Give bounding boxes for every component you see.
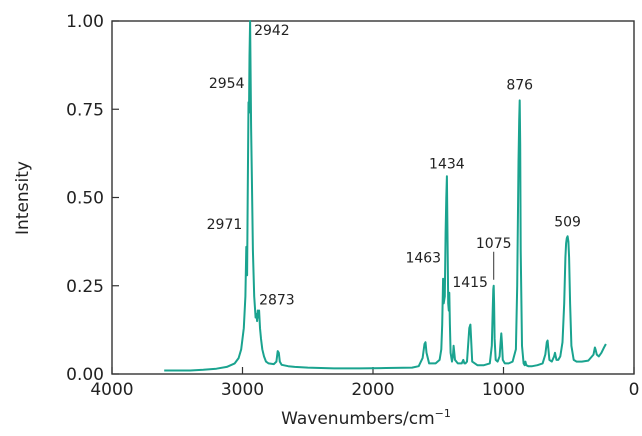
y-tick-label: 0.00 [66,365,104,385]
x-tick-label: 1000 [482,380,525,400]
series-layer [164,20,607,372]
x-axis-title-main: Wavenumbers/cm [281,409,435,429]
peak-annotations: 2942 2954 2971 2873 1434 1463 1415 1075 876 509 [207,23,581,308]
peak-label: 1415 [452,275,488,291]
y-axis-title: Intensity [13,161,33,235]
peak-label: 1434 [429,156,465,172]
y-tick-label: 0.50 [66,189,104,209]
peak-label: 1463 [405,251,441,267]
peak-label: 2954 [209,76,245,92]
x-tick-label: 3000 [221,380,264,400]
x-axis-title: Wavenumbers/cm−1 [281,407,451,429]
peak-label: 876 [506,77,533,93]
peak-label: 2873 [259,292,295,308]
y-tick-label: 0.25 [66,277,104,297]
peak-label: 2971 [207,217,243,233]
x-tick-label: 4000 [90,380,133,400]
tick-labels: 4000 3000 2000 1000 0 0.00 0.25 0.50 0.75 1.00 [66,12,639,400]
y-tick-label: 0.75 [66,100,104,120]
peak-label: 2942 [254,23,290,39]
peak-label: 509 [554,214,581,230]
tick-marks [111,20,635,375]
x-axis-title-exponent: −1 [435,407,451,420]
x-tick-label: 2000 [351,380,394,400]
x-tick-label: 0 [629,380,640,400]
plot-frame [111,20,635,375]
y-tick-label: 1.00 [66,12,104,32]
spectrum-line [164,20,607,372]
axes [111,20,635,375]
peak-label: 1075 [476,236,512,252]
